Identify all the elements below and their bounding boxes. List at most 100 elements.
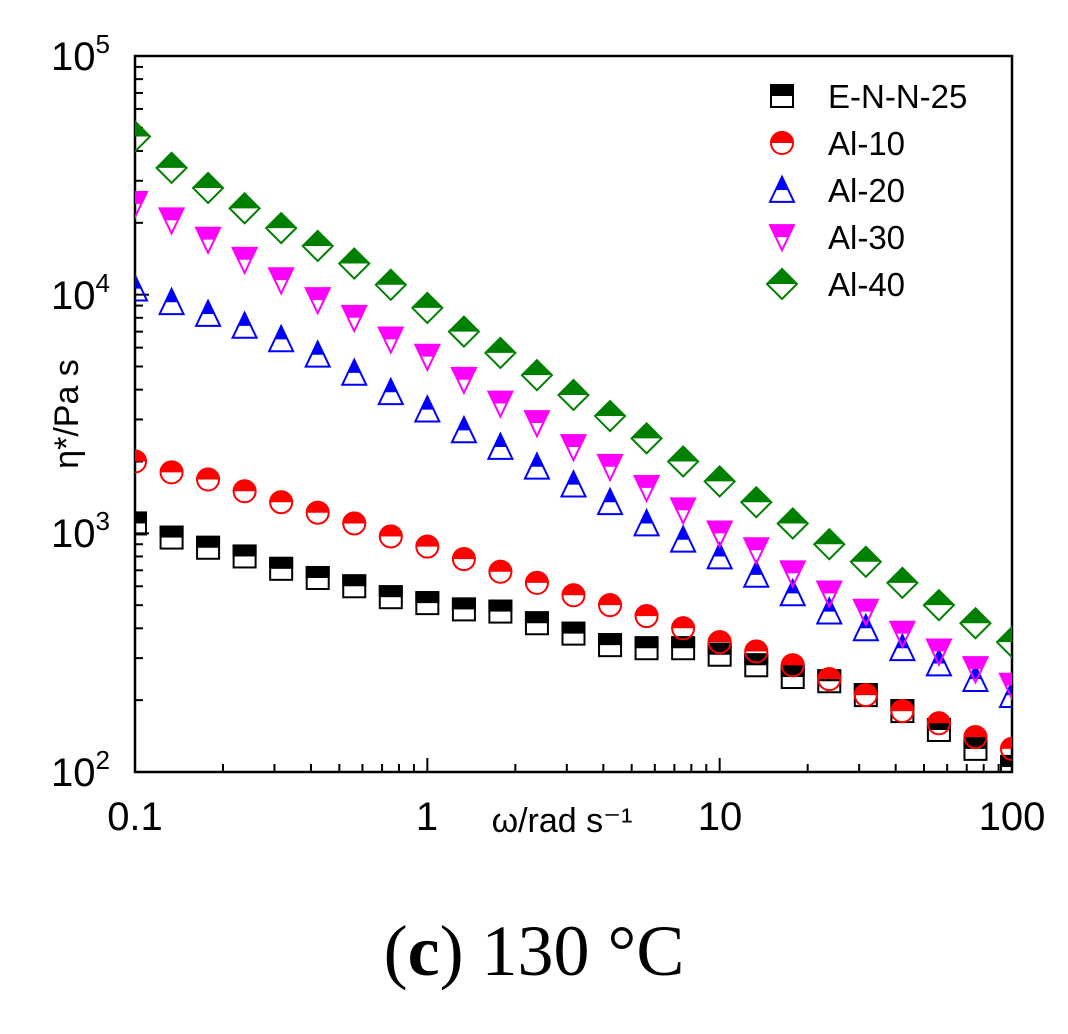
- data-point: [157, 207, 186, 236]
- data-point: [1000, 736, 1012, 761]
- data-point: [959, 606, 992, 640]
- data-point: [524, 570, 549, 595]
- data-point: [523, 451, 551, 480]
- data-point: [378, 585, 403, 610]
- data-point: [267, 267, 295, 296]
- data-point: [228, 191, 262, 225]
- data-point: [135, 273, 149, 302]
- series-al-30: [135, 191, 1012, 702]
- data-point: [779, 577, 807, 607]
- data-point: [231, 246, 259, 276]
- data-point: [706, 540, 734, 570]
- data-point: [304, 339, 332, 368]
- data-point: [340, 304, 368, 334]
- axis-ticks: [134, 55, 1013, 773]
- y-tick-label: 104: [51, 268, 110, 318]
- legend-label: Al-20: [828, 172, 905, 209]
- data-point: [413, 343, 441, 373]
- y-tick-label: 105: [51, 29, 110, 79]
- data-point: [632, 507, 661, 537]
- data-point: [707, 630, 732, 655]
- data-point: [264, 211, 298, 245]
- data-point: [342, 511, 367, 536]
- data-point: [304, 287, 332, 316]
- data-point: [523, 410, 551, 439]
- data-point: [269, 490, 294, 515]
- data-point: [194, 226, 222, 256]
- data-point: [632, 475, 661, 504]
- legend-item: Al-20: [768, 172, 905, 209]
- data-point: [961, 656, 990, 685]
- data-point: [337, 247, 371, 280]
- x-tick-label: 1: [416, 795, 438, 839]
- data-point: [232, 479, 257, 504]
- legend: E-N-N-25 Al-10 Al-20 Al-30 Al-40: [765, 78, 967, 303]
- data-point: [194, 298, 222, 327]
- figure-caption: (c) 130 °C: [383, 911, 685, 991]
- data-point: [925, 638, 953, 667]
- data-point: [561, 621, 586, 646]
- data-point: [888, 620, 916, 650]
- data-point: [926, 711, 951, 736]
- data-point: [415, 591, 440, 616]
- series-al-20: [135, 273, 1012, 708]
- legend-label: Al-40: [828, 266, 905, 303]
- data-point: [413, 394, 441, 423]
- data-point: [340, 357, 368, 386]
- data-point: [374, 268, 408, 302]
- x-axis-label: ω/rad s⁻¹: [492, 802, 633, 840]
- chart: 0.1 1 10 100 102 103 104 105 ω/rad s⁻¹ η…: [48, 29, 1045, 840]
- data-point: [961, 663, 990, 692]
- data-point: [196, 467, 221, 492]
- series-al-40: [135, 120, 1012, 659]
- y-tick-label: 103: [51, 506, 110, 556]
- data-point: [559, 434, 588, 463]
- data-point: [707, 642, 732, 667]
- data-point: [815, 596, 843, 625]
- data-point: [267, 323, 295, 353]
- data-point: [817, 667, 842, 692]
- x-tick-label: 100: [979, 795, 1046, 839]
- data-point: [744, 639, 769, 664]
- data-point: [888, 632, 916, 662]
- data-point: [593, 399, 627, 433]
- data-point: [852, 612, 880, 642]
- data-point: [742, 537, 770, 566]
- legend-marker: [770, 131, 794, 155]
- data-point: [852, 598, 880, 628]
- data-point: [377, 376, 405, 406]
- legend-label: Al-10: [828, 125, 905, 162]
- data-point: [231, 310, 259, 339]
- legend-marker: [768, 174, 796, 203]
- plot-frame: [133, 54, 1014, 774]
- data-point: [410, 291, 444, 325]
- legend-item: Al-30: [768, 219, 905, 256]
- data-point: [450, 366, 478, 396]
- data-point: [159, 525, 184, 550]
- x-tick-label: 10: [698, 795, 743, 839]
- data-point: [378, 524, 403, 549]
- legend-label: E-N-N-25: [828, 78, 967, 115]
- data-point: [922, 588, 956, 622]
- x-tick-label: 0.1: [107, 795, 163, 839]
- data-point: [890, 699, 915, 724]
- legend-marker: [765, 267, 799, 301]
- data-point: [812, 527, 846, 561]
- data-point: [742, 559, 770, 588]
- data-point: [634, 604, 659, 629]
- data-point: [157, 286, 186, 316]
- data-point: [305, 500, 330, 525]
- data-point: [885, 566, 919, 600]
- data-point: [135, 511, 147, 536]
- legend-marker: [768, 224, 796, 253]
- data-point: [488, 559, 513, 584]
- data-point: [135, 120, 152, 153]
- x-tick-labels: 0.1 1 10 100: [107, 795, 1045, 839]
- data-point: [671, 636, 696, 661]
- data-point: [1000, 754, 1012, 772]
- legend-item: Al-10: [770, 125, 905, 162]
- data-point: [744, 653, 769, 678]
- data-point: [669, 524, 697, 553]
- data-point: [415, 534, 440, 559]
- data-point: [159, 460, 184, 485]
